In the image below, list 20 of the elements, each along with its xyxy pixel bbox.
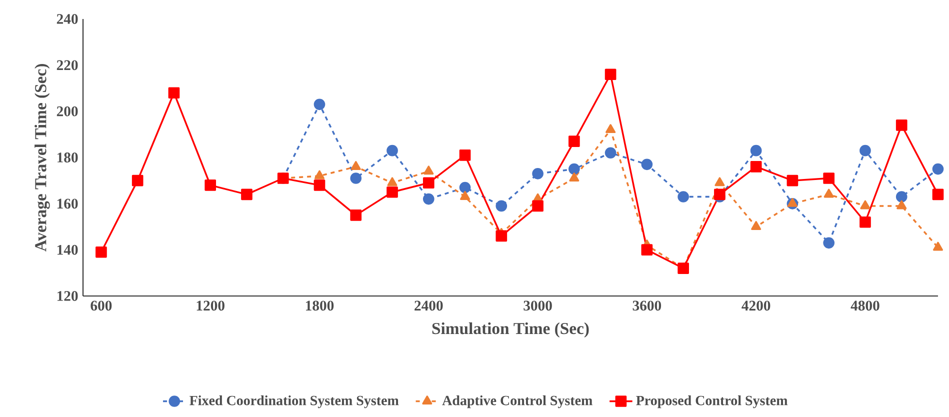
x-tick-label: 2400 xyxy=(414,300,443,311)
y-tick-label: 200 xyxy=(56,106,78,116)
legend-label: Adaptive Control System xyxy=(442,395,592,408)
legend-label: Fixed Coordination System System xyxy=(190,395,399,408)
y-tick-label: 240 xyxy=(56,14,78,24)
y-tick-label: 220 xyxy=(56,60,78,70)
y-tick-label: 120 xyxy=(57,291,78,301)
x-tick-label: 600 xyxy=(90,300,112,311)
x-tick-label: 1800 xyxy=(306,300,334,311)
x-tick-label: 4200 xyxy=(742,300,770,311)
x-axis-title: Simulation Time (Sec) xyxy=(432,322,589,338)
y-tick-label: 180 xyxy=(57,152,78,162)
x-tick-label: 3600 xyxy=(632,300,662,311)
y-tick-label: 160 xyxy=(57,198,78,209)
x-tick-label: 3000 xyxy=(524,300,552,311)
y-axis-title: Average Travel Time (Sec) xyxy=(34,64,50,252)
y-tick-label: 140 xyxy=(57,244,78,255)
x-tick-label: 1200 xyxy=(196,300,224,311)
legend-label: Proposed Control System xyxy=(636,395,788,408)
x-tick-label: 4800 xyxy=(850,300,880,311)
